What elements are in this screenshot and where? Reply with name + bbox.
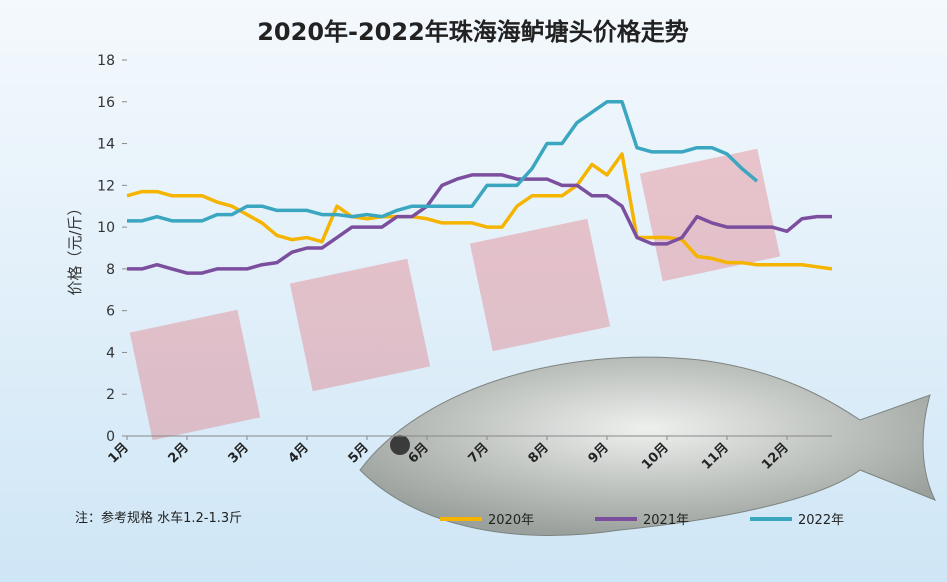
y-tick-label: 16 [97,95,115,111]
series-line [126,152,833,271]
note: 注：参考规格 水车1.2-1.3斤 [75,510,242,526]
series-line [127,100,759,223]
series-line [127,173,832,275]
y-axis-label: 价格（元/斤） [66,200,84,295]
y-tick-label: 8 [106,262,115,278]
y-tick-label: 14 [97,137,115,153]
legend-label: 2020年 [488,513,534,528]
fish [359,356,937,536]
watermark [129,148,781,441]
legend-label: 2021年 [643,513,689,528]
chart-title: 2020年-2022年珠海海鲈塘头价格走势 [257,18,689,46]
y-tick-label: 10 [97,220,115,236]
legend-label: 2022年 [798,513,844,528]
y-tick-label: 2 [106,387,115,403]
y-tick-label: 12 [97,178,115,194]
y-tick-label: 18 [97,53,115,69]
y-tick-label: 6 [106,304,115,320]
y-tick-label: 0 [106,429,115,445]
y-tick-label: 4 [106,345,115,361]
